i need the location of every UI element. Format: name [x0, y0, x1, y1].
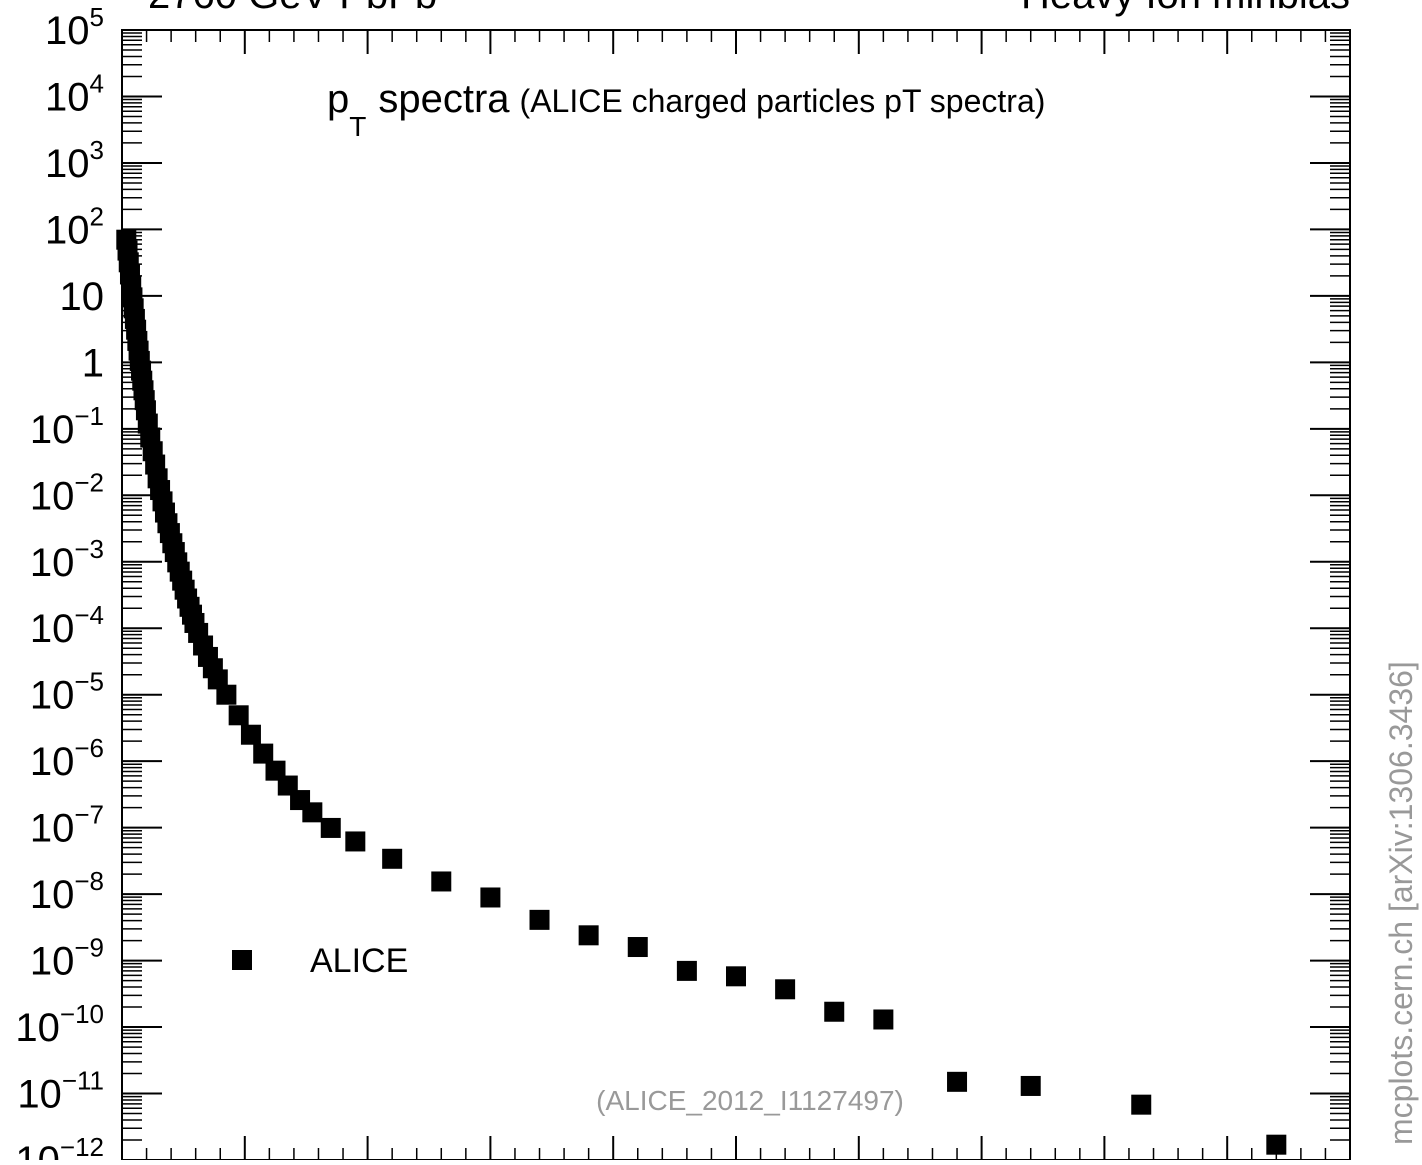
data-point — [579, 925, 599, 945]
title-word: spectra — [378, 77, 510, 121]
data-point — [726, 966, 746, 986]
data-points — [116, 230, 1286, 1155]
data-point — [775, 979, 795, 999]
analysis-id: (ALICE_2012_I1127497) — [596, 1085, 904, 1116]
y-tick-label: 10−10 — [15, 999, 104, 1050]
header-right: Heavy Ion minbias — [1021, 0, 1350, 17]
data-point — [824, 1002, 844, 1022]
y-tick-label: 10−8 — [30, 866, 104, 917]
y-tick-label: 10−12 — [15, 1132, 104, 1160]
data-point — [1021, 1076, 1041, 1096]
y-tick-label: 105 — [45, 2, 104, 53]
data-point — [431, 871, 451, 891]
data-point — [241, 725, 261, 745]
legend: ALICE — [232, 942, 408, 980]
y-tick-label: 10 — [60, 275, 105, 319]
title-main: p — [327, 77, 349, 121]
data-point — [1266, 1135, 1286, 1155]
y-tick-label: 102 — [45, 201, 104, 252]
data-point — [321, 818, 341, 838]
y-tick-label: 10−1 — [30, 401, 104, 452]
y-tick-label: 1 — [82, 341, 104, 385]
legend-label-alice: ALICE — [310, 942, 408, 980]
title: pTspectra (ALICE charged particles pT spe… — [327, 77, 1045, 142]
data-point — [229, 705, 249, 725]
data-point — [216, 685, 236, 705]
y-tick-label: 10−4 — [30, 600, 104, 651]
data-point — [302, 802, 322, 822]
title-subscript: T — [349, 111, 366, 142]
data-point — [628, 937, 648, 957]
data-point — [480, 887, 500, 907]
y-tick-label: 10−5 — [30, 667, 104, 718]
data-point — [253, 744, 273, 764]
y-tick-label: 10−7 — [30, 800, 104, 851]
y-tick-label: 10−2 — [30, 467, 104, 518]
y-tick-label: 10−6 — [30, 733, 104, 784]
plot-frame — [122, 30, 1350, 1160]
legend-marker — [232, 950, 252, 970]
data-point — [345, 831, 365, 851]
y-tick-label: 104 — [45, 68, 104, 119]
data-point — [382, 849, 402, 869]
data-point — [677, 961, 697, 981]
y-tick-label: 10−3 — [30, 534, 104, 585]
header-left: 2760 GeV PbPb — [148, 0, 437, 17]
title-note: (ALICE charged particles pT spectra) — [520, 83, 1046, 119]
y-tick-label: 103 — [45, 135, 104, 186]
x-axis — [122, 30, 1350, 1160]
y-tick-label: 10−11 — [17, 1066, 104, 1117]
data-point — [947, 1072, 967, 1092]
data-point — [873, 1009, 893, 1029]
y-tick-label: 10−9 — [30, 933, 104, 984]
y-axis: 10−1210−1110−1010−910−810−710−610−510−41… — [15, 2, 1350, 1160]
watermark: mcplots.cern.ch [arXiv:1306.3436] — [1383, 661, 1419, 1145]
data-point — [530, 910, 550, 930]
data-point — [1131, 1095, 1151, 1115]
